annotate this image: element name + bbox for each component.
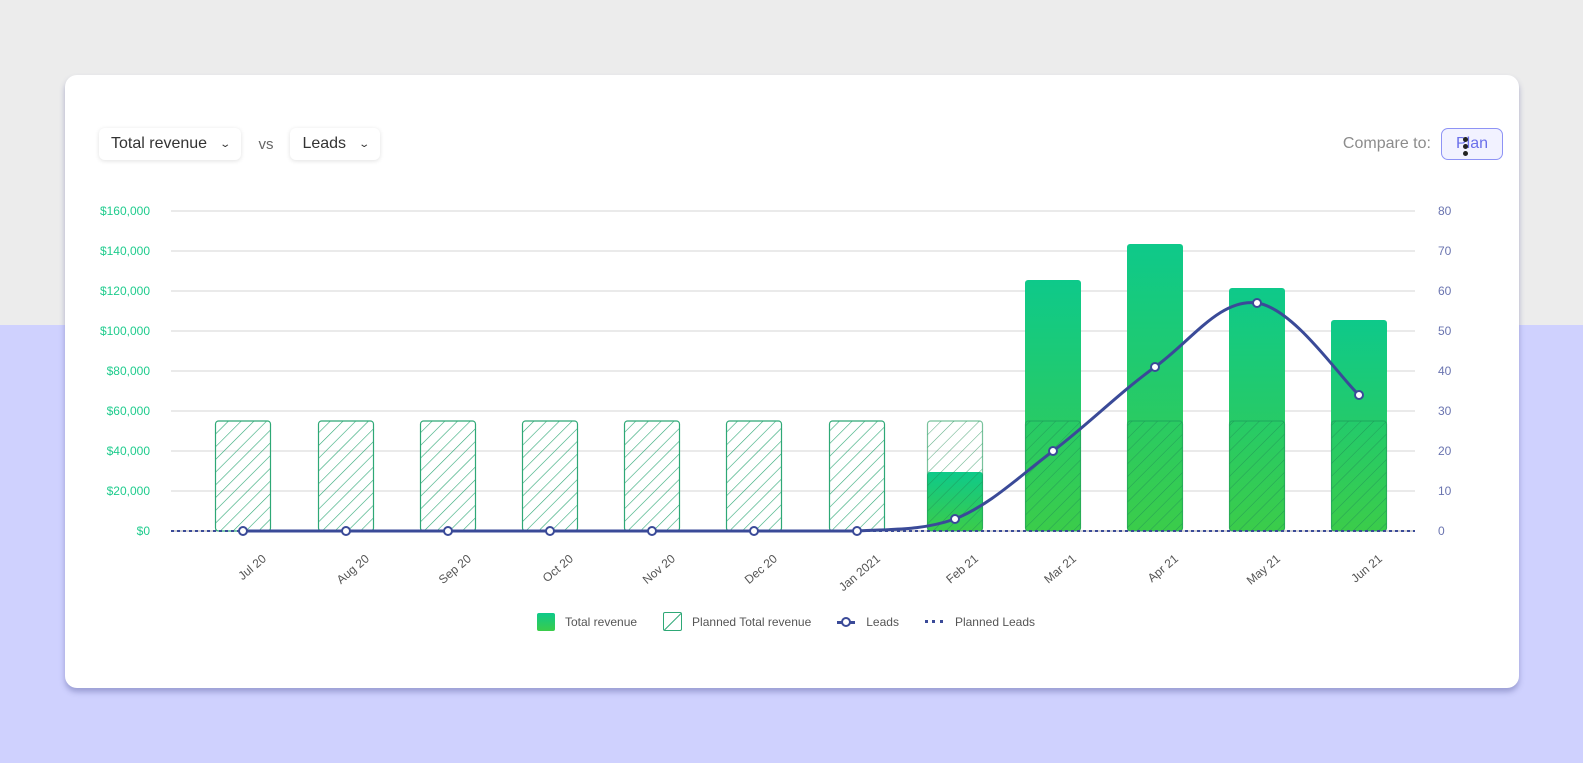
compare-metric-select-label: Leads [302, 135, 347, 152]
legend-label: Leads [866, 614, 899, 629]
x-tick-label: Jan 2021 [836, 551, 883, 594]
leads-point[interactable] [443, 526, 453, 536]
x-tick-label: Oct 20 [540, 551, 576, 585]
compare-metric-select[interactable]: Leads ⌄ [290, 128, 381, 160]
y2-tick-label: 10 [1438, 484, 1452, 498]
legend-item-total-revenue[interactable]: Total revenue [537, 612, 638, 631]
planned-revenue-bar[interactable] [926, 420, 984, 532]
chart-legend: Total revenue Planned Total revenue Lead… [537, 612, 1035, 631]
chevron-down-icon: ⌄ [358, 138, 371, 150]
y2-tick-label: 20 [1438, 444, 1452, 458]
planned-revenue-bar[interactable] [623, 420, 681, 532]
y-tick-label: $0 [137, 524, 151, 538]
x-tick-label: Apr 21 [1145, 551, 1181, 585]
x-tick-label: Sep 20 [436, 551, 474, 586]
compare-to-label: Compare to: [1342, 135, 1431, 152]
left-y-axis: $0 $20,000 $40,000 $60,000 $80,000 $100,000 $1… [100, 204, 150, 538]
chevron-down-icon: ⌄ [219, 138, 232, 150]
leads-point[interactable] [238, 526, 248, 536]
y-tick-label: $20,000 [107, 484, 151, 498]
leads-point[interactable] [950, 514, 960, 524]
kebab-vertical-icon[interactable] [1463, 137, 1469, 157]
y2-tick-label: 60 [1438, 284, 1452, 298]
hatched-swatch-icon [663, 612, 683, 631]
leads-point[interactable] [852, 526, 862, 536]
leads-line [171, 298, 1415, 536]
leads-point[interactable] [545, 526, 555, 536]
legend-item-leads[interactable]: Leads [837, 615, 899, 629]
y-tick-label: $40,000 [107, 444, 151, 458]
legend-item-planned-leads[interactable]: Planned Leads [924, 614, 1036, 629]
planned-revenue-bar[interactable] [521, 420, 579, 532]
leads-point[interactable] [1150, 362, 1160, 372]
planned-revenue-bar[interactable] [828, 420, 886, 532]
leads-point[interactable] [1354, 390, 1364, 400]
dotted-line-icon [924, 620, 943, 623]
leads-point[interactable] [1252, 298, 1262, 308]
y2-tick-label: 0 [1438, 524, 1445, 538]
legend-label: Planned Leads [954, 614, 1036, 629]
leads-point[interactable] [647, 526, 657, 536]
y-tick-label: $60,000 [107, 404, 151, 418]
legend-label: Planned Total revenue [692, 614, 812, 629]
vs-label: vs [258, 135, 274, 153]
x-tick-label: Feb 21 [943, 551, 981, 586]
y-tick-label: $120,000 [100, 284, 150, 298]
line-marker-icon [837, 616, 856, 627]
bars [214, 244, 1388, 532]
x-tick-label: Jun 21 [1348, 551, 1385, 585]
leads-point[interactable] [341, 526, 351, 536]
x-tick-label: Dec 20 [742, 551, 780, 586]
leads-point[interactable] [1048, 446, 1058, 456]
metric-select[interactable]: Total revenue ⌄ [99, 128, 242, 160]
y-tick-label: $140,000 [100, 244, 150, 258]
x-axis: Jul 20 Aug 20 Sep 20 Oct 20 Nov 20 Dec 20 Jan … [235, 551, 1385, 594]
legend-label: Total revenue [565, 614, 638, 629]
x-tick-label: Mar 21 [1041, 551, 1079, 586]
x-tick-label: Nov 20 [640, 551, 678, 586]
x-tick-label: Aug 20 [334, 551, 372, 586]
planned-revenue-bar[interactable] [1126, 420, 1184, 532]
y2-tick-label: 40 [1438, 364, 1452, 378]
y2-tick-label: 50 [1438, 324, 1452, 338]
planned-revenue-bar[interactable] [419, 420, 477, 532]
y2-tick-label: 80 [1438, 204, 1452, 218]
right-y-axis: 0 10 20 30 40 50 60 70 80 [1438, 204, 1452, 538]
y-tick-label: $100,000 [100, 324, 150, 338]
y-tick-label: $80,000 [107, 364, 151, 378]
planned-revenue-bar[interactable] [317, 420, 375, 532]
planned-revenue-bar[interactable] [725, 420, 783, 532]
legend-item-planned-total-revenue[interactable]: Planned Total revenue [663, 612, 811, 631]
planned-revenue-bar[interactable] [1330, 420, 1388, 532]
y2-tick-label: 30 [1438, 404, 1452, 418]
planned-revenue-bar[interactable] [214, 420, 272, 532]
planned-revenue-bar[interactable] [1228, 420, 1286, 532]
metric-toolbar: Total revenue ⌄ vs Leads ⌄ [99, 128, 381, 160]
y-tick-label: $160,000 [100, 204, 150, 218]
x-tick-label: May 21 [1244, 551, 1283, 587]
y2-tick-label: 70 [1438, 244, 1452, 258]
x-tick-label: Jul 20 [235, 551, 269, 583]
solid-swatch-icon [537, 612, 555, 631]
leads-point[interactable] [749, 526, 759, 536]
metric-select-label: Total revenue [111, 135, 208, 152]
